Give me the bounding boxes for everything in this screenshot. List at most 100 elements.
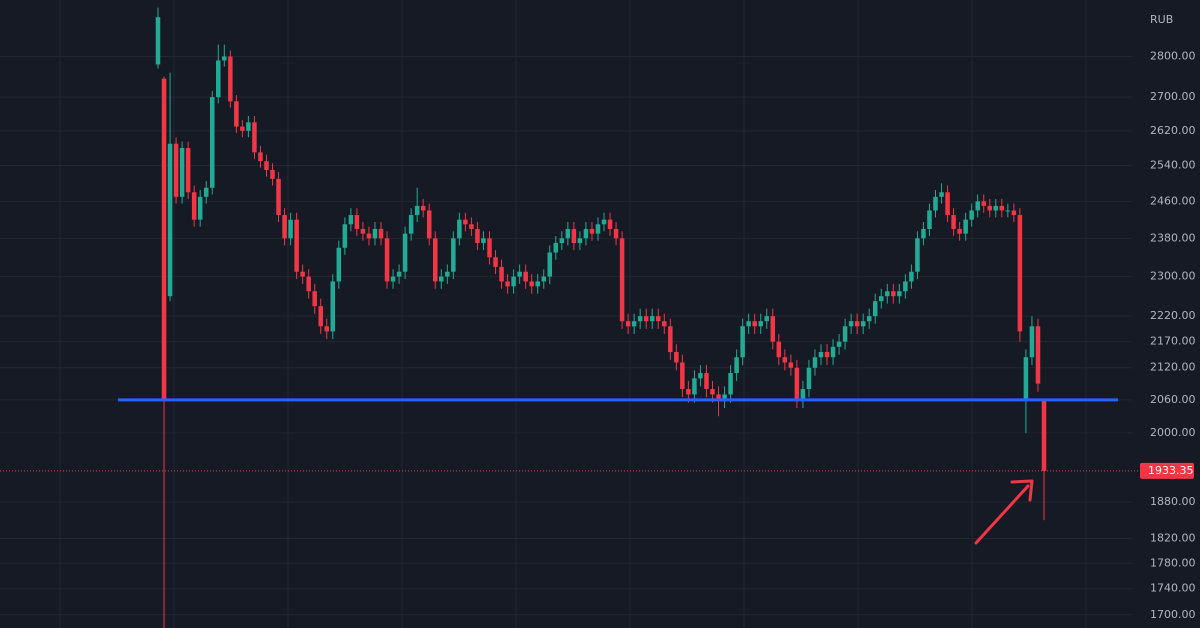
candle-body bbox=[378, 228, 384, 239]
candle-body bbox=[909, 271, 914, 282]
candle-body bbox=[300, 271, 305, 277]
candle-body bbox=[439, 276, 444, 282]
candle-body bbox=[957, 228, 962, 234]
y-tick-label: 1820.00 bbox=[1150, 531, 1196, 544]
candle-body bbox=[764, 316, 770, 322]
candle-body bbox=[1029, 326, 1035, 358]
candle-body bbox=[969, 210, 974, 220]
y-tick-label: 1740.00 bbox=[1150, 582, 1196, 595]
candle-body bbox=[776, 341, 782, 358]
candle-body bbox=[276, 178, 281, 216]
candle-body bbox=[469, 224, 474, 229]
candle-body bbox=[191, 192, 197, 220]
candle-body bbox=[173, 143, 179, 197]
candle-body bbox=[728, 373, 733, 395]
candle-body bbox=[872, 301, 878, 317]
candle-body bbox=[366, 233, 372, 239]
candle-body bbox=[607, 219, 613, 229]
candle-body bbox=[432, 238, 438, 282]
candle-body bbox=[921, 228, 926, 239]
candle-body bbox=[993, 205, 999, 211]
candle-body bbox=[770, 316, 776, 342]
candle-body bbox=[420, 205, 426, 211]
y-tick-label: 2620.00 bbox=[1150, 124, 1196, 137]
candle-body bbox=[704, 373, 709, 390]
candle-body bbox=[487, 238, 492, 258]
candle-body bbox=[866, 316, 872, 322]
candle-body bbox=[800, 389, 806, 400]
candle-body bbox=[692, 378, 697, 395]
candle-body bbox=[583, 228, 589, 239]
candle-body bbox=[686, 389, 691, 395]
y-tick-label: 2060.00 bbox=[1150, 393, 1196, 406]
candle-body bbox=[680, 362, 685, 390]
candle-body bbox=[209, 97, 215, 188]
candle-body bbox=[553, 243, 559, 253]
candle-body bbox=[643, 316, 649, 322]
candle-body bbox=[167, 143, 173, 297]
candle-body bbox=[324, 326, 330, 332]
candle-body bbox=[848, 321, 854, 327]
y-tick-label: 2120.00 bbox=[1150, 361, 1196, 374]
candle-body bbox=[306, 276, 311, 292]
candle-body bbox=[565, 228, 571, 239]
candle-body bbox=[945, 192, 950, 216]
arrow-annotation bbox=[974, 479, 1034, 545]
candle-body bbox=[1023, 357, 1029, 400]
candle-body bbox=[185, 148, 191, 193]
candle-body bbox=[240, 126, 245, 131]
candle-body bbox=[716, 394, 721, 400]
last-price-box bbox=[1140, 462, 1194, 479]
candle-body bbox=[589, 228, 595, 234]
candle-body bbox=[631, 321, 637, 327]
candle-body bbox=[752, 321, 757, 327]
candle-body bbox=[372, 228, 378, 239]
candle-body bbox=[758, 321, 763, 327]
candle-body bbox=[637, 316, 643, 322]
candle-body bbox=[294, 219, 299, 272]
candle-body bbox=[933, 196, 938, 211]
candle-body bbox=[222, 56, 227, 61]
candle-body bbox=[203, 187, 209, 197]
candle-body bbox=[1035, 326, 1041, 384]
y-tick-label: 2300.00 bbox=[1150, 270, 1196, 283]
candle-body bbox=[264, 161, 269, 170]
last-price-label: 1933.35 bbox=[1148, 464, 1194, 477]
candle-body bbox=[517, 271, 522, 277]
candle-body bbox=[649, 316, 655, 322]
candle-body bbox=[601, 219, 607, 225]
candle-body bbox=[336, 247, 342, 282]
candle-body bbox=[463, 219, 468, 225]
candle-body bbox=[812, 357, 818, 368]
candle-body bbox=[987, 205, 993, 211]
y-tick-label: 2700.00 bbox=[1150, 90, 1196, 103]
candle-body bbox=[161, 78, 167, 400]
candle-body bbox=[493, 257, 498, 267]
candle-body bbox=[390, 276, 396, 282]
candle-body bbox=[445, 271, 450, 277]
candle-body bbox=[414, 205, 420, 216]
candle-body bbox=[457, 219, 462, 239]
candle-body bbox=[348, 215, 354, 225]
grid bbox=[0, 55, 1132, 616]
candle-body bbox=[1017, 215, 1023, 332]
candle-body bbox=[529, 281, 534, 287]
y-tick-label: 1880.00 bbox=[1150, 495, 1196, 508]
candle-body bbox=[155, 17, 161, 65]
candle-body bbox=[939, 192, 944, 197]
candle-body bbox=[619, 238, 625, 322]
candle-body bbox=[384, 238, 390, 282]
currency-label: RUB bbox=[1150, 13, 1173, 26]
y-tick-label: 2460.00 bbox=[1150, 194, 1196, 207]
candle-body bbox=[625, 321, 631, 327]
candle-body bbox=[408, 215, 414, 234]
vertical-grid bbox=[59, 0, 1087, 628]
candle-body bbox=[595, 224, 601, 234]
candle-body bbox=[354, 215, 360, 229]
candle-body bbox=[475, 228, 480, 244]
candle-body bbox=[698, 373, 703, 379]
candle-body bbox=[451, 238, 456, 272]
candle-body bbox=[1005, 210, 1011, 212]
candle-body bbox=[830, 346, 836, 358]
